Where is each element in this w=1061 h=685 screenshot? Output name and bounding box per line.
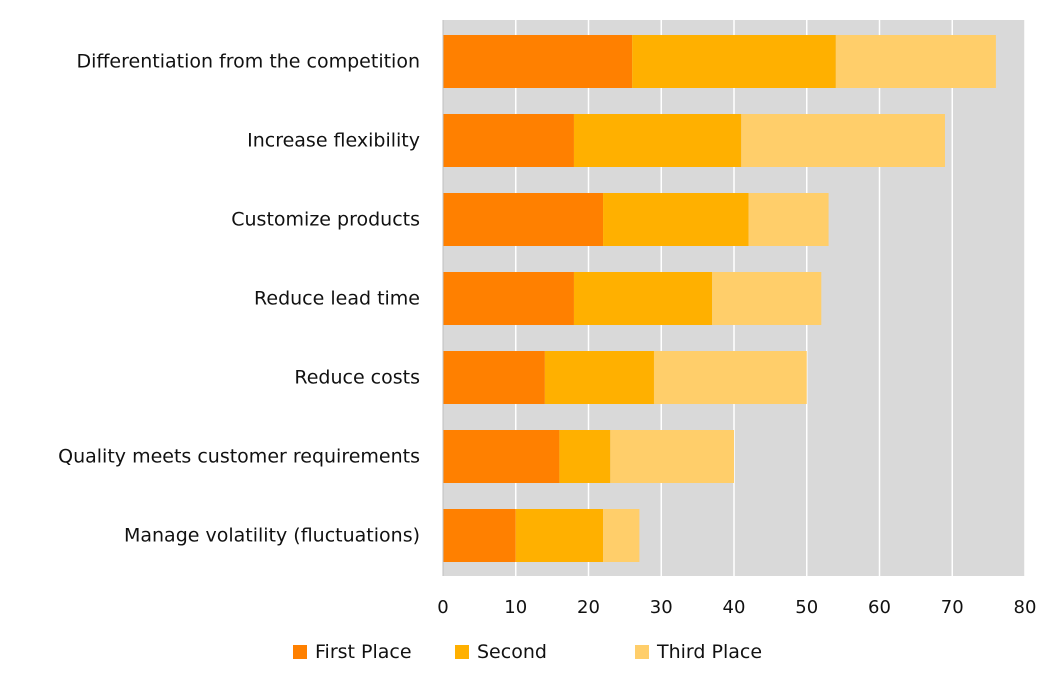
x-axis-tick-labels: 0 10 20 30 40 50 60 70 80 (437, 597, 1036, 618)
bar-segment (836, 35, 996, 88)
bar-segment (603, 509, 639, 562)
bar-segment (443, 193, 603, 246)
bar-segment (516, 509, 603, 562)
legend-swatch (293, 645, 307, 659)
x-tick-label: 60 (868, 597, 891, 618)
bar-segment (632, 35, 836, 88)
x-tick-label: 30 (650, 597, 673, 618)
bar-segment (603, 193, 749, 246)
category-label: Customize products (231, 209, 420, 231)
bar-segment (654, 351, 807, 404)
x-tick-label: 50 (795, 597, 818, 618)
bar-segment (741, 114, 945, 167)
legend-label: Third Place (656, 641, 762, 663)
x-tick-label: 20 (577, 597, 600, 618)
x-tick-label: 40 (723, 597, 746, 618)
bar-segment (749, 193, 829, 246)
bar-segment (443, 430, 559, 483)
legend: First Place Second Third Place (293, 641, 762, 663)
category-label: Differentiation from the competition (76, 51, 420, 73)
x-tick-label: 0 (437, 597, 448, 618)
legend-label: First Place (315, 641, 412, 663)
bar-segment (559, 430, 610, 483)
category-label: Manage volatility (fluctuations) (124, 525, 420, 547)
category-label: Reduce lead time (254, 288, 420, 310)
bar-segment (545, 351, 654, 404)
bar-segment (443, 351, 545, 404)
category-label: Increase flexibility (247, 130, 420, 152)
bar-segment (574, 114, 741, 167)
bar-segment (443, 509, 516, 562)
category-label: Reduce costs (294, 367, 420, 389)
bar-segment (610, 430, 734, 483)
x-tick-label: 70 (941, 597, 964, 618)
bar-segment (443, 35, 632, 88)
category-labels: Differentiation from the competition Incr… (58, 51, 420, 547)
category-label: Quality meets customer requirements (58, 446, 420, 468)
legend-swatch (455, 645, 469, 659)
x-tick-label: 10 (504, 597, 527, 618)
bar-segment (712, 272, 821, 325)
bar-segment (574, 272, 712, 325)
x-tick-label: 80 (1014, 597, 1037, 618)
legend-label: Second (477, 641, 547, 663)
bar-segment (443, 272, 574, 325)
bar-segment (443, 114, 574, 167)
legend-swatch (635, 645, 649, 659)
stacked-bar-chart: Differentiation from the competition Incr… (0, 0, 1061, 685)
